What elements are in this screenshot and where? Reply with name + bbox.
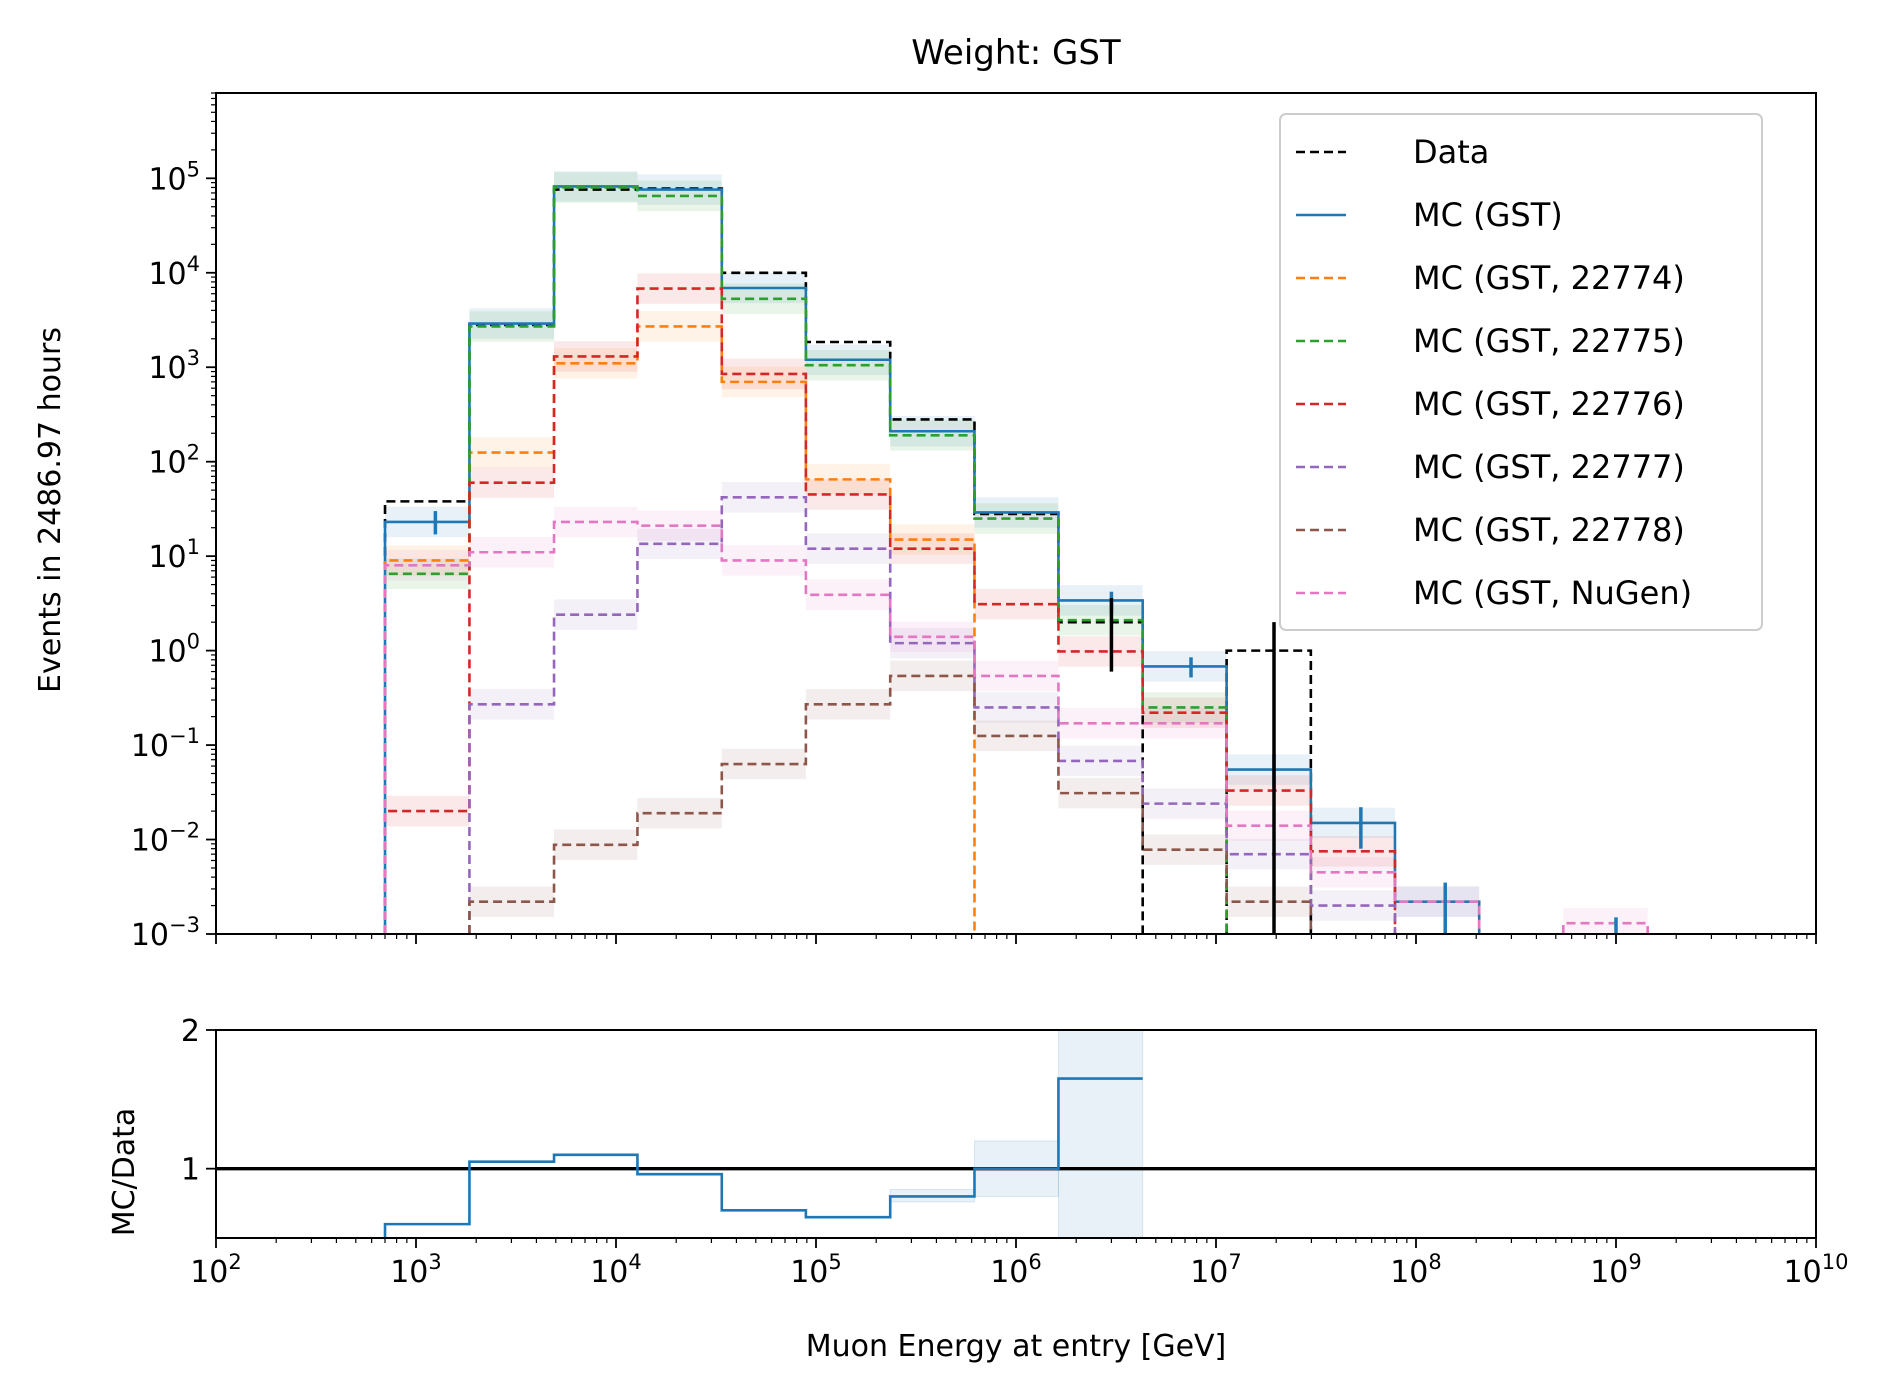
series-line-6	[468, 674, 1313, 934]
band-5-6	[890, 627, 975, 659]
band-6-10	[1226, 886, 1311, 917]
band-7-3	[637, 510, 722, 541]
ratio-y-tick-label-0: 1	[181, 1153, 200, 1188]
ratio-y-ticks: 12	[181, 1014, 216, 1188]
series-line-4	[383, 287, 1397, 934]
band-5-3	[637, 528, 722, 560]
band-2-2	[554, 348, 638, 379]
x-tick-label-3: 105	[790, 1250, 842, 1290]
legend-entry-2: MC (GST, 22774)	[1413, 259, 1685, 297]
ratio-line	[383, 1077, 1143, 1238]
band-4-0	[385, 795, 470, 827]
y-tick-label-2: 10−1	[131, 724, 200, 764]
legend-entry-1: MC (GST)	[1413, 196, 1563, 234]
band-5-5	[805, 533, 891, 564]
x-tick-label-2: 104	[590, 1250, 642, 1290]
series-line-3	[383, 186, 1228, 934]
x-tick-label-5: 107	[1190, 1250, 1242, 1290]
legend-entry-6: MC (GST, 22778)	[1413, 511, 1685, 549]
ratio-x-ticks: 102 103 104 105 106 107 108 109 1010	[190, 1238, 1848, 1290]
band-7-5	[805, 579, 891, 611]
y-tick-label-6: 103	[148, 346, 200, 386]
band-4-7	[974, 588, 1059, 620]
chart-title: Weight: GST	[911, 33, 1121, 73]
band-7-6	[890, 621, 975, 653]
y-tick-label-8: 105	[148, 157, 200, 197]
legend-entry-5: MC (GST, 22777)	[1413, 448, 1685, 486]
y-tick-label-3: 100	[148, 630, 200, 670]
x-tick-label-8: 1010	[1784, 1250, 1849, 1290]
y-tick-label-5: 102	[148, 441, 200, 481]
x-tick-label-1: 103	[390, 1250, 442, 1290]
legend-entry-3: MC (GST, 22775)	[1413, 322, 1685, 360]
y-tick-label-1: 10−2	[131, 819, 200, 859]
main-y-axis-label: Events in 2486.97 hours	[33, 327, 68, 693]
ratio-y-tick-label-1: 2	[181, 1014, 200, 1049]
histogram-lines	[383, 185, 1649, 934]
band-4-6	[890, 533, 975, 564]
band-5-2	[554, 599, 638, 630]
series-line-7	[383, 520, 1649, 934]
x-axis-label: Muon Energy at entry [GeV]	[806, 1329, 1227, 1364]
band-6-9	[1142, 834, 1227, 865]
y-tick-label-0: 10−3	[131, 913, 200, 953]
legend-entry-4: MC (GST, 22776)	[1413, 385, 1685, 423]
ratio-y-axis-label: MC/Data	[107, 1108, 142, 1237]
band-5-10	[1226, 838, 1311, 870]
band-7-14	[1563, 907, 1648, 934]
ratio-band-8	[1057, 1029, 1144, 1239]
band-6-8	[1058, 777, 1143, 809]
y-tick-label-7: 104	[148, 252, 200, 292]
legend-box	[1279, 113, 1763, 631]
band-3-3	[637, 180, 722, 212]
legend: Data MC (GST) MC (GST, 22774) MC (GST, 2277…	[1279, 113, 1763, 631]
band-2-0	[385, 545, 470, 576]
main-x-ticks	[215, 934, 1817, 944]
band-3-0	[385, 558, 470, 590]
band-4-5	[805, 479, 891, 510]
legend-entry-7: MC (GST, NuGen)	[1413, 574, 1692, 612]
x-tick-label-7: 109	[1590, 1250, 1642, 1290]
x-tick-label-4: 106	[990, 1250, 1042, 1290]
main-y-ticks: 10−3 10−2 10−1 100 101 102 103 104 105	[131, 92, 216, 953]
main-plot-area: 10−3 10−2 10−1 100 101 102 103 104 105	[131, 92, 1817, 953]
y-tick-label-4: 101	[148, 535, 200, 575]
x-tick-label-6: 108	[1390, 1250, 1442, 1290]
x-tick-label-0: 102	[190, 1250, 242, 1290]
band-7-8	[1058, 708, 1143, 739]
band-6-7	[974, 720, 1059, 752]
band-2-6	[890, 524, 975, 555]
legend-entry-0: Data	[1413, 133, 1489, 171]
error-bars	[433, 511, 1618, 934]
